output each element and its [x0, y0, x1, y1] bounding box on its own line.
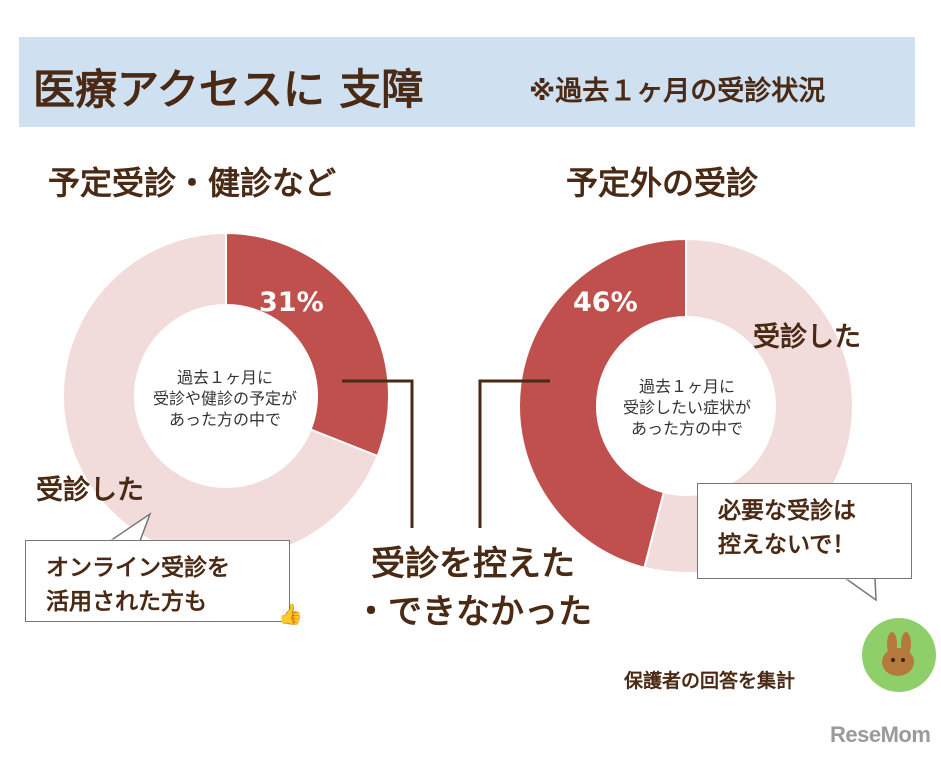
- chart-title-scheduled: 予定受診・健診など: [48, 164, 337, 202]
- center-text-scheduled: 過去１ヶ月に 受診や健診の予定が あった方の中で: [152, 368, 297, 429]
- mascot-badge-icon: [862, 618, 936, 692]
- data-label-31: 31%: [259, 287, 324, 318]
- right-callout: 必要な受診は 控えないで！: [697, 483, 912, 579]
- donut-slice-1-0: [518, 237, 687, 569]
- chart-title-unscheduled: 予定外の受診: [566, 164, 759, 202]
- donut-chart-scheduled: [62, 231, 390, 560]
- right-callout-tail: [842, 577, 877, 602]
- connector-line-left: [342, 379, 414, 528]
- left-callout: オンライン受診を 活用された方も: [25, 540, 290, 622]
- right-received-label: 受診した: [753, 322, 861, 353]
- data-label-46: 46%: [573, 287, 638, 318]
- left-received-label: 受診した: [36, 475, 144, 506]
- resemom-logo: ReseMom: [830, 722, 931, 747]
- center-text-unscheduled: 過去１ヶ月に 受診したい症状が あった方の中で: [622, 377, 751, 438]
- page-title: 医療アクセスに 支障: [33, 65, 424, 114]
- footer-note: 保護者の回答を集計: [624, 670, 796, 692]
- center-callout: 受診を控えた ・できなかった: [354, 544, 592, 632]
- thumbs-up-icon: 👍: [278, 602, 303, 626]
- header-banner: 医療アクセスに 支障 ※過去１ヶ月の受診状況: [19, 37, 915, 127]
- connector-line-right: [478, 379, 550, 528]
- header-note: ※過去１ヶ月の受診状況: [529, 76, 826, 107]
- donut-slice-0-0: [225, 231, 390, 458]
